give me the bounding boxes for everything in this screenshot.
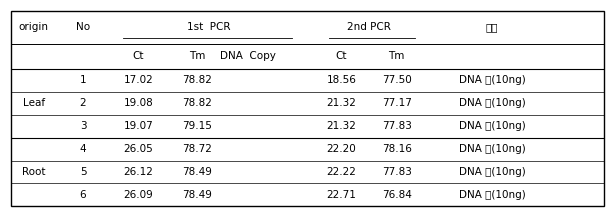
Text: Leaf: Leaf bbox=[23, 98, 45, 108]
Text: Ct: Ct bbox=[133, 51, 144, 61]
Text: 22.71: 22.71 bbox=[327, 190, 356, 200]
Text: 78.49: 78.49 bbox=[182, 167, 212, 177]
Text: 78.82: 78.82 bbox=[182, 98, 212, 108]
Text: 19.08: 19.08 bbox=[124, 98, 153, 108]
Text: 78.16: 78.16 bbox=[382, 144, 411, 154]
Text: 77.83: 77.83 bbox=[382, 167, 411, 177]
Text: 6: 6 bbox=[80, 190, 86, 200]
Text: Root: Root bbox=[22, 167, 46, 177]
Text: DNA 양(10ng): DNA 양(10ng) bbox=[459, 75, 525, 85]
Text: 2nd PCR: 2nd PCR bbox=[347, 22, 391, 32]
Text: 26.05: 26.05 bbox=[124, 144, 153, 154]
Text: DNA 양(10ng): DNA 양(10ng) bbox=[459, 121, 525, 131]
Text: Ct: Ct bbox=[336, 51, 347, 61]
Text: 77.17: 77.17 bbox=[382, 98, 411, 108]
Text: 17.02: 17.02 bbox=[124, 75, 153, 85]
Text: DNA 양(10ng): DNA 양(10ng) bbox=[459, 167, 525, 177]
Text: Tm: Tm bbox=[389, 51, 405, 61]
Text: Tm: Tm bbox=[189, 51, 205, 61]
Text: DNA 양(10ng): DNA 양(10ng) bbox=[459, 98, 525, 108]
Text: DNA  Copy: DNA Copy bbox=[220, 51, 276, 61]
Text: 19.07: 19.07 bbox=[124, 121, 153, 131]
Text: No: No bbox=[76, 22, 90, 32]
Text: 77.83: 77.83 bbox=[382, 121, 411, 131]
Text: 21.32: 21.32 bbox=[327, 121, 356, 131]
Text: DNA 양(10ng): DNA 양(10ng) bbox=[459, 190, 525, 200]
Text: 4: 4 bbox=[80, 144, 86, 154]
Text: 22.22: 22.22 bbox=[327, 167, 356, 177]
Text: 18.56: 18.56 bbox=[327, 75, 356, 85]
Text: 2: 2 bbox=[80, 98, 86, 108]
Text: 76.84: 76.84 bbox=[382, 190, 411, 200]
Text: DNA 양(10ng): DNA 양(10ng) bbox=[459, 144, 525, 154]
Text: 1: 1 bbox=[80, 75, 86, 85]
Text: 77.50: 77.50 bbox=[382, 75, 411, 85]
Text: 3: 3 bbox=[80, 121, 86, 131]
Text: 78.72: 78.72 bbox=[182, 144, 212, 154]
Text: 22.20: 22.20 bbox=[327, 144, 356, 154]
Text: 26.12: 26.12 bbox=[124, 167, 153, 177]
Text: 비고: 비고 bbox=[486, 22, 498, 32]
Text: 26.09: 26.09 bbox=[124, 190, 153, 200]
Text: 78.82: 78.82 bbox=[182, 75, 212, 85]
Text: 5: 5 bbox=[80, 167, 86, 177]
Text: 1st  PCR: 1st PCR bbox=[188, 22, 231, 32]
Text: origin: origin bbox=[19, 22, 49, 32]
Text: 21.32: 21.32 bbox=[327, 98, 356, 108]
Text: 78.49: 78.49 bbox=[182, 190, 212, 200]
Text: 79.15: 79.15 bbox=[182, 121, 212, 131]
